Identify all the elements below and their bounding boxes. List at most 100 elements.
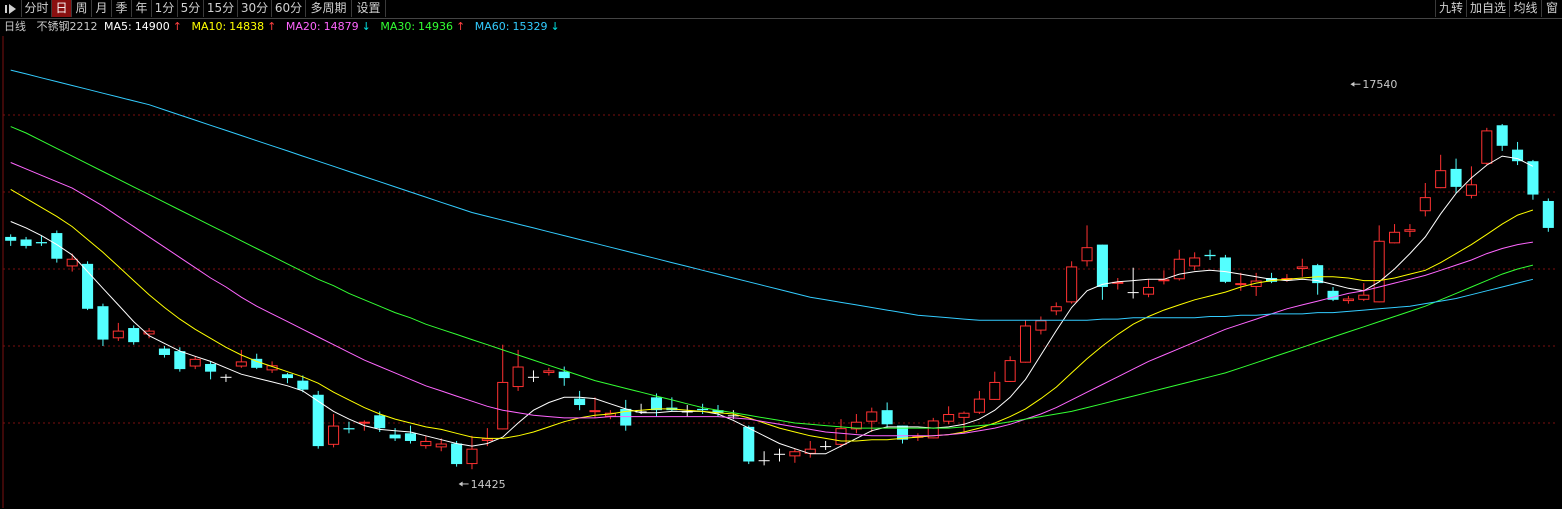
- candle-body-up: [1342, 298, 1354, 302]
- candle-body-flat: [1127, 292, 1139, 294]
- candle-body-down: [712, 410, 724, 413]
- candle-body-flat: [820, 446, 832, 448]
- candle-body-up: [112, 330, 124, 339]
- candle-body-down: [297, 380, 309, 390]
- candle-body-down: [51, 233, 63, 259]
- candle-body-down: [1496, 125, 1508, 146]
- price-marker-label: 17540: [1362, 78, 1397, 91]
- legend-ma5: MA5: 14900 ↑: [104, 20, 185, 33]
- button-jiuzhuan[interactable]: 九转: [1435, 0, 1467, 17]
- candle-body-up: [1158, 279, 1170, 282]
- tab-fenshi[interactable]: 分时: [22, 0, 52, 17]
- ma5-arrow: ↑: [172, 20, 182, 33]
- candle-body-up: [1419, 197, 1431, 212]
- tab-monthly[interactable]: 月: [92, 0, 112, 17]
- candle-body-down: [743, 426, 755, 462]
- tab-daily[interactable]: 日: [52, 0, 72, 17]
- tab-quarterly[interactable]: 季: [112, 0, 132, 17]
- legend-symbol: 不锈钢2212: [36, 20, 98, 33]
- candle-body-down: [343, 428, 355, 430]
- toolbar-divider: [0, 18, 1562, 19]
- legend-ma20: MA20: 14879 ↓: [286, 20, 374, 33]
- candle-body-flat: [220, 376, 232, 378]
- ma5-value: 14900: [134, 20, 170, 33]
- price-marker-arrow: [458, 481, 463, 487]
- tab-1min[interactable]: 1分: [152, 0, 178, 17]
- candle-body-flat: [635, 411, 647, 413]
- button-window[interactable]: 窗: [1545, 1, 1558, 15]
- candle-body-up: [1435, 170, 1447, 189]
- candle-body-up: [1081, 247, 1093, 262]
- candle-body-up: [1481, 130, 1493, 164]
- candle-body-up: [866, 411, 878, 422]
- ma30-arrow: ↑: [456, 20, 466, 33]
- tab-weekly[interactable]: 周: [72, 0, 92, 17]
- candle-body-down: [620, 408, 632, 426]
- candle-body-up: [1066, 266, 1078, 303]
- candle-body-up: [973, 398, 985, 413]
- candle-body-up: [1389, 231, 1401, 244]
- ma10-arrow: ↑: [267, 20, 277, 33]
- candle-body-down: [281, 374, 293, 379]
- candle-body-up: [1035, 320, 1047, 331]
- tab-multi-period[interactable]: 多周期: [306, 0, 352, 17]
- candle-body-up: [927, 420, 939, 439]
- tab-5min[interactable]: 5分: [178, 0, 204, 17]
- button-moving-average[interactable]: 均线: [1510, 0, 1542, 17]
- candle-body-down: [158, 348, 170, 355]
- price-marker-arrow: [1350, 81, 1355, 87]
- tab-30min[interactable]: 30分: [238, 0, 272, 17]
- ma20-arrow: ↓: [361, 20, 371, 33]
- candle-body-up: [1050, 306, 1062, 312]
- legend-period: 日线: [4, 20, 26, 33]
- candle-body-down: [881, 410, 893, 425]
- period-toolbar: 分时 日 周 月 季 年 1分 5分 15分 30分 60分 多周期 设置 九转…: [0, 0, 1562, 18]
- candle-body-up: [989, 381, 1001, 400]
- tab-settings[interactable]: 设置: [352, 0, 386, 17]
- candle-body-down: [128, 328, 140, 343]
- tab-60min[interactable]: 60分: [272, 0, 306, 17]
- candle-body-down: [1219, 257, 1231, 282]
- candle-body-flat: [527, 376, 540, 378]
- candle-body-up: [589, 410, 601, 413]
- candle-body-up: [1235, 283, 1247, 286]
- candle-body-up: [66, 258, 78, 267]
- candle-body-up: [543, 370, 555, 373]
- candle-body-flat: [758, 460, 770, 462]
- ma60-value: 15329: [512, 20, 548, 33]
- candle-body-up: [235, 361, 247, 367]
- candle-body-down: [35, 242, 47, 244]
- candle-body-down: [574, 398, 586, 406]
- toggle-sidebar-icon[interactable]: [0, 0, 22, 17]
- candle-body-up: [1250, 280, 1262, 287]
- candle-body-down: [97, 306, 109, 340]
- candle-body-up: [1019, 325, 1032, 363]
- candle-body-up: [789, 451, 801, 457]
- button-add-watchlist[interactable]: 加自选: [1467, 0, 1510, 17]
- tab-15min[interactable]: 15分: [204, 0, 238, 17]
- candle-body-up: [466, 448, 478, 465]
- candle-body-down: [82, 263, 94, 309]
- candle-body-down: [1096, 244, 1108, 287]
- ma-line-ma20: [10, 162, 1533, 437]
- candle-body-down: [1542, 200, 1554, 228]
- candle-body-up: [143, 330, 155, 335]
- tab-yearly[interactable]: 年: [132, 0, 152, 17]
- candle-body-up: [1189, 257, 1201, 267]
- candle-body-up: [481, 438, 493, 441]
- candle-body-down: [1512, 149, 1524, 162]
- candle-body-up: [1404, 229, 1416, 232]
- candle-body-down: [389, 434, 401, 439]
- candle-body-flat: [727, 415, 739, 417]
- candle-body-up: [958, 412, 970, 418]
- candle-body-down: [1266, 277, 1278, 282]
- candle-body-down: [1527, 161, 1539, 195]
- ma20-value: 14879: [323, 20, 359, 33]
- ma10-value: 14838: [229, 20, 265, 33]
- candle-body-up: [943, 414, 955, 422]
- candle-body-down: [1450, 168, 1462, 187]
- play-arrow-icon: [4, 4, 16, 14]
- candle-body-up: [1373, 240, 1385, 303]
- indicator-legend: 日线 不锈钢2212 MA5: 14900 ↑ MA10: 14838 ↑ MA20: 1…: [4, 19, 566, 35]
